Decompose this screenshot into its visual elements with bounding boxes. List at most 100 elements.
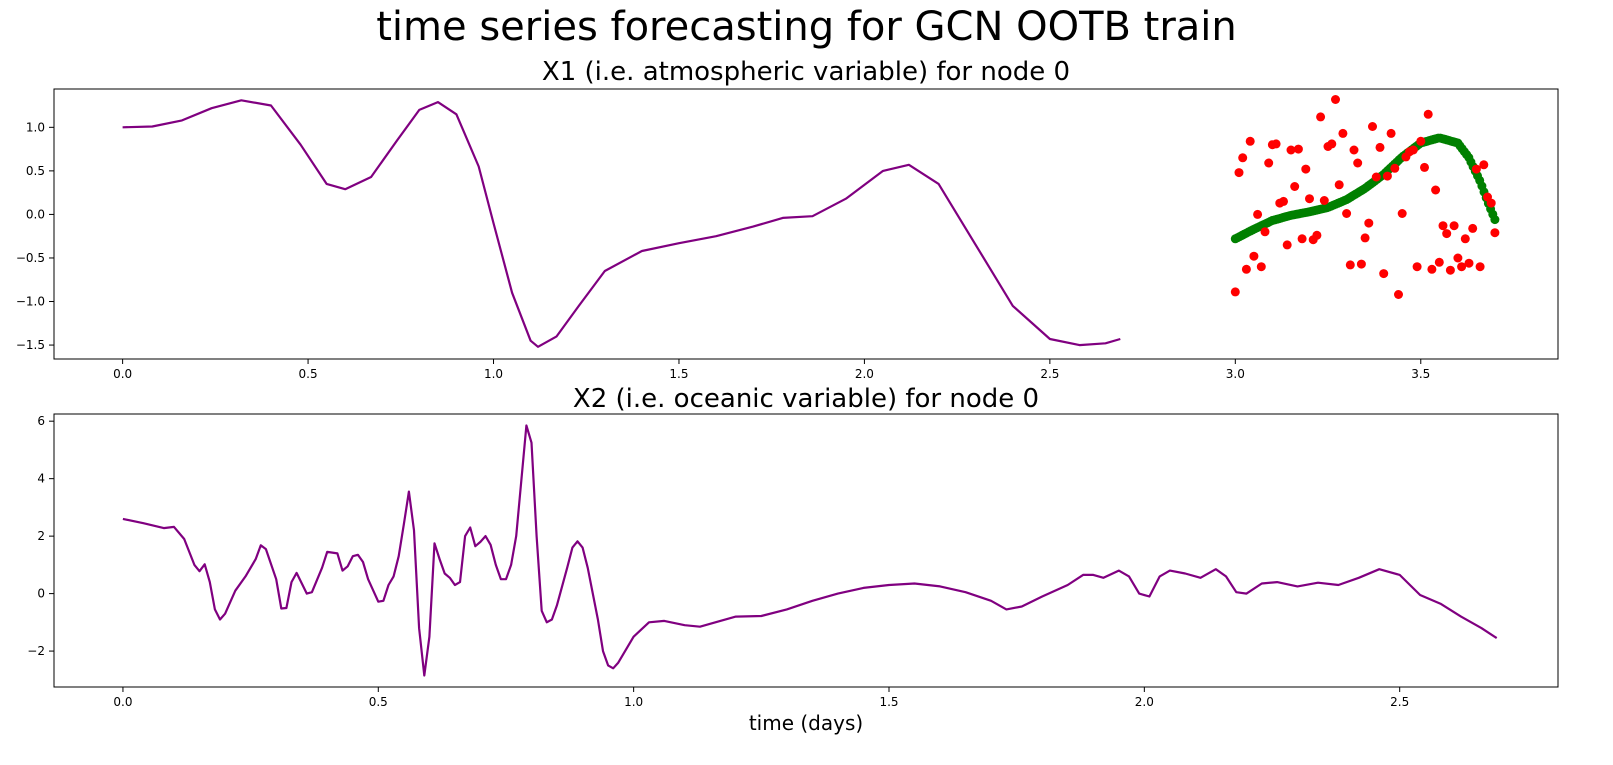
truth-point: [1331, 95, 1340, 104]
truth-point: [1386, 128, 1396, 138]
truth-point: [1327, 139, 1337, 149]
x-tick-label: 0.5: [299, 367, 318, 381]
truth-point: [1431, 185, 1441, 195]
subplot-x1-plot-area: [122, 95, 1500, 348]
truth-point: [1271, 139, 1281, 149]
y-tick-label: −0.5: [16, 251, 45, 265]
truth-point: [1368, 122, 1377, 131]
truth-point: [1371, 172, 1381, 182]
truth-point: [1338, 128, 1348, 138]
x-tick-label: 0.0: [113, 367, 132, 381]
y-tick-label: 0.0: [26, 207, 45, 221]
truth-point: [1445, 265, 1455, 275]
truth-point: [1238, 153, 1248, 163]
figure-title: time series forecasting for GCN OOTB tra…: [376, 4, 1237, 50]
x-tick-label: 1.0: [484, 367, 503, 381]
y-tick-label: −1.5: [16, 338, 45, 352]
y-tick-label: 4: [37, 472, 45, 486]
truth-point: [1290, 182, 1300, 191]
truth-point: [1420, 162, 1429, 172]
prediction-point: [1490, 215, 1500, 225]
truth-point: [1260, 227, 1270, 237]
truth-point: [1449, 221, 1459, 231]
x-tick-label: 0.5: [369, 695, 388, 709]
series-line: [122, 424, 1498, 677]
truth-point: [1479, 160, 1489, 170]
subplot-x1-x-axis: 0.0 0.5 1.0 1.5 2.0 2.5 3.0 3.5: [113, 359, 1430, 381]
truth-point: [1468, 223, 1478, 233]
truth-point: [1342, 209, 1352, 218]
truth-point: [1464, 258, 1474, 268]
subplot-x2-title: X2 (i.e. oceanic variable) for node 0: [573, 384, 1039, 414]
y-tick-label: −2: [27, 644, 45, 658]
subplot-x2: X2 (i.e. oceanic variable) for node 0 0.…: [27, 384, 1559, 735]
truth-point: [1423, 109, 1433, 119]
truth-point: [1416, 136, 1426, 146]
truth-point: [1427, 264, 1437, 274]
truth-point: [1375, 142, 1385, 152]
truth-point: [1453, 253, 1463, 263]
truth-point: [1253, 209, 1263, 219]
y-tick-label: 1.0: [26, 120, 45, 134]
truth-point: [1353, 158, 1363, 168]
truth-point: [1286, 145, 1296, 155]
truth-point: [1230, 287, 1240, 297]
truth-point: [1305, 194, 1314, 204]
truth-point: [1412, 262, 1422, 272]
subplot-x1: X1 (i.e. atmospheric variable) for node …: [16, 57, 1559, 381]
truth-point: [1264, 158, 1274, 168]
x-tick-label: 1.5: [879, 695, 898, 709]
truth-point: [1379, 269, 1389, 279]
y-tick-label: 0.5: [26, 164, 45, 178]
x-tick-label: 2.0: [1135, 695, 1154, 709]
truth-point: [1490, 228, 1500, 238]
truth-point: [1301, 164, 1311, 174]
truth-point: [1394, 290, 1403, 299]
series-line: [122, 99, 1121, 348]
x-tick-label: 2.5: [1390, 695, 1409, 709]
x-tick-label: 1.5: [669, 367, 688, 381]
truth-point: [1319, 196, 1329, 205]
subplot-x2-y-axis: −2 0 2 4 6: [27, 414, 54, 658]
truth-point: [1241, 264, 1251, 274]
truth-point: [1249, 251, 1259, 261]
truth-point: [1475, 262, 1485, 272]
truth-point: [1390, 163, 1400, 173]
x-tick-label: 1.0: [624, 695, 643, 709]
subplot-x1-title: X1 (i.e. atmospheric variable) for node …: [542, 57, 1070, 87]
truth-point: [1312, 230, 1322, 240]
x-tick-label: 0.0: [113, 695, 132, 709]
truth-point: [1460, 234, 1470, 244]
subplot-x1-y-axis: −1.5 −1.0 −0.5 0.0 0.5 1.0: [16, 120, 54, 352]
y-tick-label: 0: [37, 587, 45, 601]
truth-point: [1397, 209, 1407, 218]
truth-point: [1356, 259, 1366, 269]
x-tick-label: 2.0: [855, 367, 874, 381]
y-tick-label: 2: [37, 529, 45, 543]
y-tick-label: −1.0: [16, 295, 45, 309]
truth-point: [1442, 229, 1452, 239]
truth-point: [1245, 136, 1255, 146]
subplot-x2-frame: [53, 413, 1559, 688]
truth-point: [1486, 198, 1496, 208]
truth-point: [1234, 168, 1244, 178]
subplot-x1-frame: [53, 88, 1559, 360]
truth-point: [1297, 234, 1307, 244]
y-tick-label: 6: [37, 414, 45, 428]
x-tick-label: 2.5: [1040, 367, 1059, 381]
truth-point: [1345, 260, 1355, 270]
truth-point: [1282, 240, 1292, 250]
subplot-x2-plot-area: [122, 424, 1498, 677]
truth-point: [1279, 196, 1288, 206]
x-tick-label: 3.0: [1226, 367, 1245, 381]
truth-point: [1334, 180, 1344, 190]
truth-point: [1316, 112, 1326, 122]
truth-point: [1438, 221, 1448, 231]
truth-point: [1471, 164, 1481, 174]
truth-point: [1349, 145, 1359, 155]
truth-point: [1434, 257, 1444, 267]
truth-point: [1457, 262, 1467, 272]
x-tick-label: 3.5: [1411, 367, 1430, 381]
subplot-x2-x-axis-label: time (days): [749, 711, 863, 735]
